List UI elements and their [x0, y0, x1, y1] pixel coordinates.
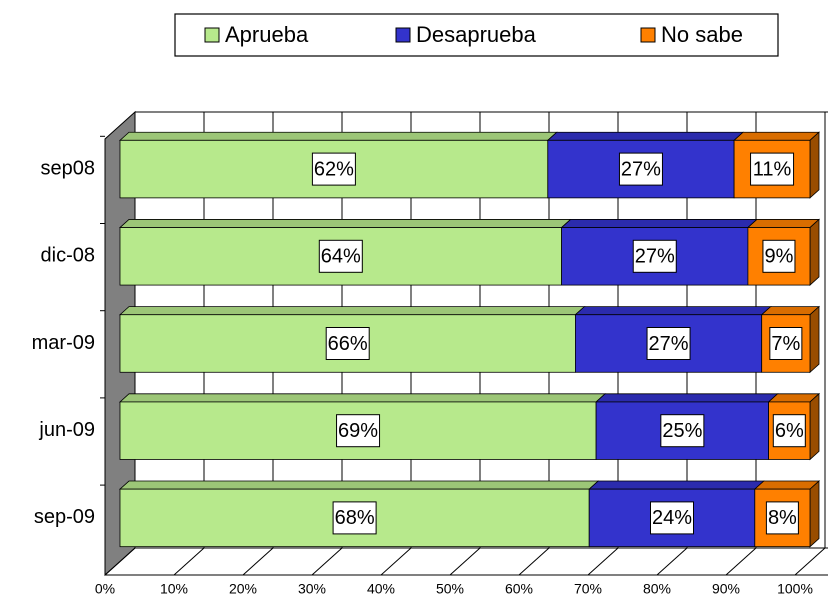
value-label: 8% [768, 507, 797, 529]
bar-top [595, 393, 779, 403]
y-tick-label: mar-09 [32, 332, 95, 354]
bar-end [809, 218, 820, 286]
value-label: 62% [314, 158, 354, 180]
floor-grid-line [656, 547, 688, 576]
value-label-box [311, 152, 356, 186]
bar-top [118, 131, 558, 141]
legend-label: Desaprueba [416, 22, 537, 47]
floor-grid-line [104, 547, 136, 576]
value-label-box [772, 414, 806, 448]
legend-swatch [204, 27, 220, 43]
bar-top [733, 131, 821, 141]
value-label-box [650, 501, 694, 535]
value-label: 66% [328, 333, 368, 355]
value-label-box [660, 414, 705, 448]
legend-swatch [640, 27, 656, 43]
floor-grid-line [725, 547, 757, 576]
y-tick-label: sep08 [41, 157, 96, 179]
x-tick-label: 40% [367, 581, 395, 597]
bar-top [753, 480, 821, 490]
floor-grid-line [311, 547, 343, 576]
value-label-box [618, 152, 663, 186]
x-tick-label: 50% [436, 581, 464, 597]
value-label-box [750, 152, 795, 186]
value-label-box [762, 239, 796, 273]
x-tick-label: 100% [777, 581, 813, 597]
legend-label: Aprueba [225, 22, 309, 47]
bar-end [809, 305, 820, 374]
value-label-box [336, 414, 381, 448]
legend-box [174, 13, 779, 57]
bar-top [760, 306, 821, 316]
bar-top [546, 131, 745, 141]
bar-top [118, 306, 586, 316]
value-label: 68% [335, 507, 375, 529]
y-tick-label: sep-09 [34, 506, 95, 528]
bar-end [809, 131, 820, 199]
x-tick-label: 10% [160, 581, 188, 597]
x-tick-label: 20% [229, 581, 257, 597]
value-label: 7% [771, 333, 800, 355]
x-tick-label: 90% [712, 581, 740, 597]
value-label: 9% [764, 246, 793, 268]
bar-end [809, 480, 820, 548]
bar-top [560, 219, 758, 228]
floor-grid-line [242, 547, 274, 576]
value-label-box [646, 327, 691, 360]
value-label: 25% [662, 420, 702, 442]
value-label-box [765, 501, 799, 535]
value-label: 24% [652, 507, 692, 529]
floor-grid-line [587, 547, 619, 576]
floor-grid-line [518, 547, 550, 576]
y-tick-label: dic-08 [41, 245, 95, 267]
bar-top [588, 480, 765, 490]
bar-top [118, 480, 600, 490]
value-label-box [769, 327, 803, 360]
floor-grid-line [380, 547, 412, 576]
x-tick-label: 70% [574, 581, 602, 597]
value-label-box [632, 239, 677, 273]
floor-grid-line [794, 547, 826, 576]
bar-top [746, 219, 821, 228]
x-tick-label: 30% [298, 581, 326, 597]
value-label-box [332, 501, 377, 535]
bar [119, 488, 590, 548]
floor-grid-line [173, 547, 205, 576]
legend-swatch [395, 27, 411, 43]
value-label: 69% [338, 420, 378, 442]
bar-top [574, 306, 772, 316]
value-label: 27% [649, 333, 689, 355]
y-tick-label: jun-09 [38, 419, 95, 441]
value-label: 27% [635, 246, 675, 268]
x-tick-label: 60% [505, 581, 533, 597]
bar-top [118, 219, 572, 228]
value-label: 64% [321, 246, 361, 268]
bar-end [809, 392, 820, 461]
floor-grid-line [449, 547, 481, 576]
value-label-box [325, 327, 370, 360]
x-tick-label: 0% [95, 581, 115, 597]
value-label-box [318, 239, 363, 273]
bar-top [118, 393, 607, 403]
value-label: 27% [621, 158, 661, 180]
value-label: 11% [753, 158, 792, 180]
x-tick-label: 80% [643, 581, 671, 597]
legend-label: No sabe [661, 22, 743, 47]
value-label: 6% [775, 420, 804, 442]
